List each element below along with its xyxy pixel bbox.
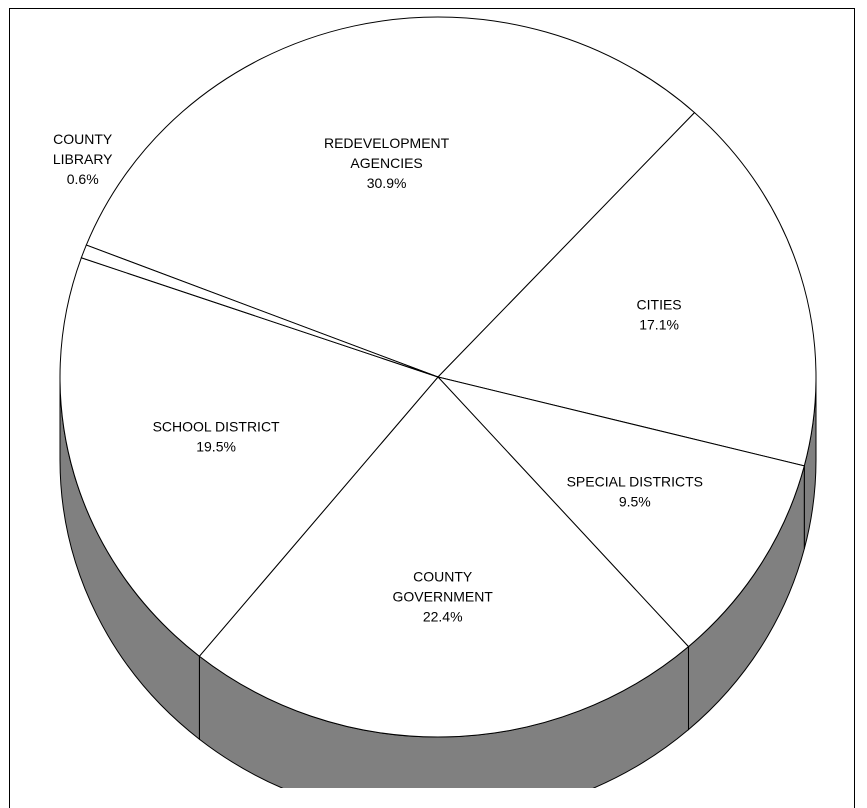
slice-percent-label: 0.6% xyxy=(67,171,99,187)
pie-slice-county-library xyxy=(80,244,439,378)
chart-frame xyxy=(9,8,855,808)
pie-slice-cities xyxy=(437,111,817,467)
slice-name-line: SCHOOL DISTRICT xyxy=(153,419,280,435)
slice-label-special-districts: SPECIAL DISTRICTS 9.5% xyxy=(567,473,703,509)
slice-name-line: COUNTY xyxy=(413,569,473,585)
pie-top-face xyxy=(59,16,817,738)
slice-percent-label: 9.5% xyxy=(619,493,651,509)
pie-slice-school-district xyxy=(59,257,439,657)
pie-slice-redevelopment-agencies xyxy=(85,16,696,378)
slice-name-line: GOVERNMENT xyxy=(393,589,494,605)
slice-label-cities: CITIES 17.1% xyxy=(637,297,682,333)
slice-label-school-district: SCHOOL DISTRICT 19.5% xyxy=(153,419,280,455)
slice-label-county-government: COUNTY GOVERNMENT 22.4% xyxy=(393,569,494,625)
pie-labels: REDEVELOPMENT AGENCIES 30.9% CITIES 17.1% SPE… xyxy=(53,131,703,625)
slice-name-line: REDEVELOPMENT xyxy=(324,135,450,151)
slice-percent-label: 17.1% xyxy=(639,317,679,333)
slice-label-county-library: COUNTY LIBRARY 0.6% xyxy=(53,131,113,187)
pie-slice-county-government xyxy=(198,376,690,738)
slice-label-redevelopment-agencies: REDEVELOPMENT AGENCIES 30.9% xyxy=(324,135,450,191)
slice-percent-label: 30.9% xyxy=(367,175,407,191)
slice-name-line: CITIES xyxy=(637,297,682,313)
slice-name-line: LIBRARY xyxy=(53,151,113,167)
slice-name-line: COUNTY xyxy=(53,131,113,147)
slice-name-line: SPECIAL DISTRICTS xyxy=(567,473,703,489)
pie-chart: REDEVELOPMENT AGENCIES 30.9% CITIES 17.1% SPE… xyxy=(53,16,817,788)
pie-slice-special-districts xyxy=(436,376,805,648)
slice-name-line: AGENCIES xyxy=(350,155,422,171)
slice-percent-label: 22.4% xyxy=(423,609,463,625)
slice-percent-label: 19.5% xyxy=(196,439,236,455)
